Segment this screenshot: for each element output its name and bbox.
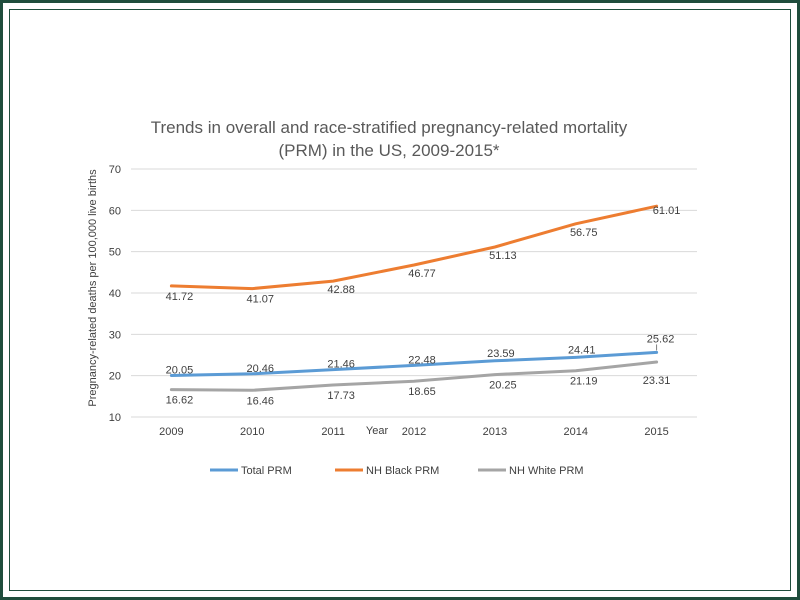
chart-frame-inner (9, 9, 791, 591)
series-lines (169, 204, 659, 392)
legend: Total PRM NH Black PRM NH White PRM (210, 465, 584, 477)
x-tick-label: 2012 (402, 426, 426, 438)
data-label: 46.77 (408, 268, 436, 280)
data-label: 20.05 (166, 364, 194, 376)
legend-label-3: NH White PRM (509, 465, 584, 477)
data-label: 16.46 (247, 395, 275, 407)
data-label: 56.75 (570, 227, 598, 239)
data-label: 21.19 (570, 376, 598, 388)
series-line-2 (169, 204, 659, 291)
y-tick-label: 20 (109, 371, 121, 383)
series-line-1 (169, 350, 659, 377)
data-label: 23.59 (487, 348, 515, 360)
y-tick-label: 50 (109, 247, 121, 259)
data-label: 22.48 (408, 354, 436, 366)
y-tick-label: 70 (109, 164, 121, 176)
x-tick-label: 2009 (159, 426, 183, 438)
legend-label-2: NH Black PRM (366, 465, 439, 477)
data-label: 21.46 (327, 359, 355, 371)
data-label: 41.72 (166, 291, 194, 303)
x-tick-label: 2011 (321, 426, 345, 438)
x-tick-label: 2015 (644, 426, 668, 438)
x-tick-label: 2010 (240, 426, 264, 438)
data-label: 20.46 (247, 363, 275, 375)
data-label: 20.25 (489, 380, 517, 392)
data-label: 17.73 (327, 390, 355, 402)
data-label: 23.31 (643, 375, 671, 387)
y-tick-label: 60 (109, 205, 121, 217)
data-label: 24.41 (568, 344, 596, 356)
data-label: 25.62 (647, 333, 675, 345)
legend-label-1: Total PRM (241, 465, 292, 477)
y-tick-label: 10 (109, 412, 121, 424)
y-axis-ticks: 10 20 30 40 50 60 70 (109, 164, 121, 424)
x-axis-ticks: 2009 2010 2011 2012 2013 2014 2015 (159, 426, 669, 438)
chart-title-line-2: (PRM) in the US, 2009-2015* (278, 141, 499, 160)
chart-title-line-1: Trends in overall and race-stratified pr… (151, 118, 628, 137)
data-label: 41.07 (247, 294, 275, 306)
y-axis-title: Pregnancy-related deaths per 100,000 liv… (87, 169, 99, 407)
series-line-3 (169, 360, 659, 392)
data-label: 16.62 (166, 395, 194, 407)
x-tick-label: 2013 (483, 426, 507, 438)
data-label: 51.13 (489, 250, 517, 262)
gridlines (131, 168, 697, 418)
x-axis-title: Year (366, 425, 389, 437)
data-labels: 20.05 20.46 21.46 22.48 23.59 24.41 25.62 41.72… (166, 205, 681, 407)
data-label: 61.01 (653, 205, 681, 217)
y-tick-label: 40 (109, 288, 121, 300)
x-tick-label: 2014 (563, 426, 587, 438)
data-label: 18.65 (408, 386, 436, 398)
y-tick-label: 30 (109, 329, 121, 341)
data-label: 42.88 (327, 284, 355, 296)
